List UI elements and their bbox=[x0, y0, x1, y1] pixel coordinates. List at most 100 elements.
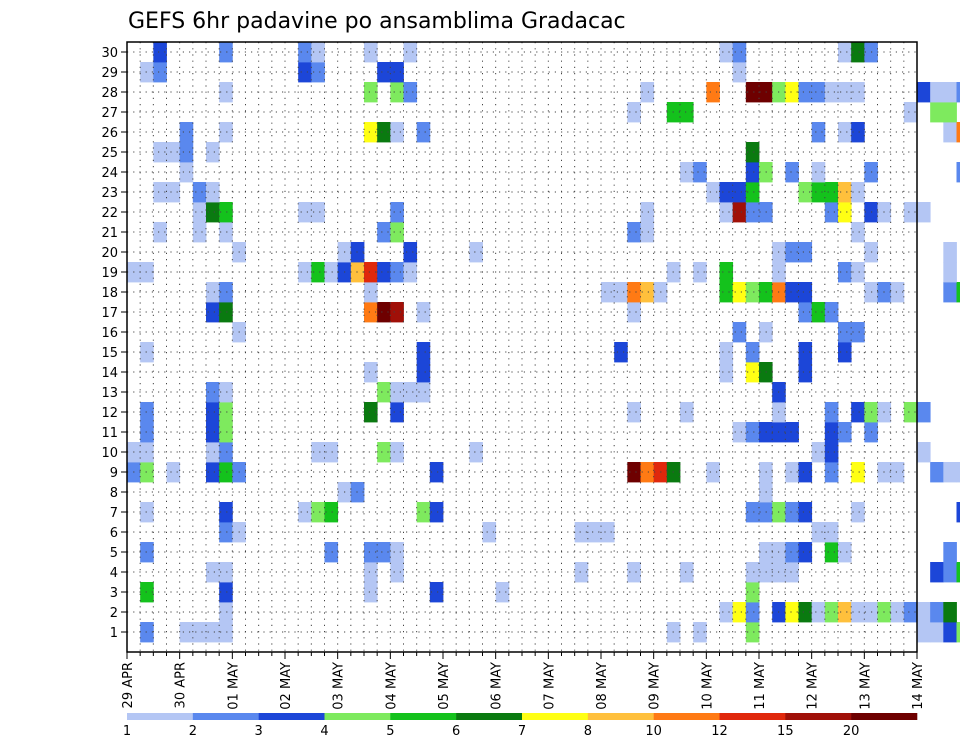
heatmap-cell bbox=[614, 282, 628, 303]
heatmap-cell bbox=[324, 502, 339, 523]
heatmap-cell bbox=[811, 122, 826, 143]
heatmap-cell bbox=[943, 242, 957, 263]
heatmap-cell bbox=[219, 122, 233, 143]
heatmap-cell bbox=[917, 602, 931, 623]
heatmap-cell bbox=[956, 282, 960, 303]
heatmap-cell bbox=[601, 282, 615, 303]
heatmap-cell bbox=[732, 602, 747, 623]
heatmap-cell bbox=[745, 602, 760, 623]
colorbar-label: 3 bbox=[255, 724, 263, 739]
heatmap-cell bbox=[824, 602, 839, 623]
heatmap-cell bbox=[311, 202, 325, 223]
heatmap-cell bbox=[838, 202, 852, 223]
heatmap-cell bbox=[785, 502, 799, 523]
heatmap-cell bbox=[574, 562, 589, 583]
y-tick-label: 27 bbox=[101, 106, 118, 121]
heatmap-cell bbox=[785, 542, 799, 563]
colorbar-swatch bbox=[127, 713, 194, 720]
heatmap-cell bbox=[706, 82, 720, 103]
y-tick-label: 23 bbox=[101, 186, 118, 201]
heatmap-cell bbox=[140, 542, 154, 563]
heatmap-cell bbox=[219, 202, 233, 223]
heatmap-cell bbox=[680, 402, 694, 423]
heatmap-cell bbox=[219, 462, 233, 483]
heatmap-cell bbox=[798, 242, 813, 263]
heatmap-cell bbox=[838, 122, 852, 143]
heatmap-cell bbox=[377, 62, 391, 83]
heatmap-cell bbox=[706, 182, 720, 203]
heatmap-cell bbox=[706, 462, 720, 483]
heatmap-cell bbox=[693, 622, 707, 643]
heatmap-cell bbox=[192, 202, 207, 223]
heatmap-cell bbox=[206, 462, 220, 483]
heatmap-cell bbox=[469, 242, 483, 263]
heatmap-cell bbox=[206, 382, 220, 403]
colorbar-swatch bbox=[324, 713, 391, 720]
heatmap-cell bbox=[219, 82, 233, 103]
heatmap-cell bbox=[745, 562, 760, 583]
heatmap-cell bbox=[495, 582, 510, 603]
heatmap-cell bbox=[824, 542, 839, 563]
colorbar-swatch bbox=[192, 713, 259, 720]
heatmap-cell bbox=[429, 582, 444, 603]
heatmap-cell bbox=[140, 582, 154, 603]
heatmap-cell bbox=[785, 562, 799, 583]
x-tick-label: 06 MAY bbox=[490, 662, 505, 710]
heatmap-cell bbox=[206, 202, 220, 223]
heatmap-cell bbox=[838, 422, 852, 443]
heatmap-cell bbox=[732, 282, 747, 303]
heatmap-cell bbox=[851, 122, 865, 143]
heatmap-cell bbox=[311, 262, 325, 283]
heatmap-cell bbox=[574, 522, 589, 543]
colorbar-swatch bbox=[719, 713, 786, 720]
heatmap-cell bbox=[851, 502, 865, 523]
x-tick-label: 07 MAY bbox=[542, 662, 557, 710]
heatmap-cell bbox=[798, 282, 813, 303]
heatmap-cell bbox=[745, 342, 760, 363]
heatmap-cell bbox=[798, 502, 813, 523]
colorbar-label: 12 bbox=[711, 724, 728, 739]
heatmap-cell bbox=[785, 82, 799, 103]
heatmap-cell bbox=[719, 362, 734, 383]
heatmap-cell bbox=[140, 462, 154, 483]
colorbar-label: 4 bbox=[320, 724, 328, 739]
heatmap-cell bbox=[390, 122, 404, 143]
heatmap-cell bbox=[219, 622, 233, 643]
x-tick-label: 11 MAY bbox=[753, 662, 768, 710]
heatmap-cell bbox=[851, 262, 865, 283]
x-tick-label: 01 MAY bbox=[226, 662, 241, 710]
y-tick-label: 19 bbox=[101, 266, 118, 281]
colorbar: 1 2 3 4 5 6 7 8 10 12 15 20 bbox=[123, 713, 918, 739]
heatmap-cell bbox=[640, 82, 655, 103]
heatmap-cell bbox=[811, 602, 826, 623]
colorbar-swatch bbox=[851, 713, 918, 720]
heatmap-cell bbox=[179, 622, 194, 643]
heatmap-cell bbox=[917, 622, 931, 643]
heatmap-cell bbox=[930, 82, 944, 103]
heatmap-cell bbox=[798, 342, 813, 363]
colorbar-label: 7 bbox=[518, 724, 526, 739]
heatmap-cell bbox=[377, 542, 391, 563]
y-tick-label: 3 bbox=[110, 586, 118, 601]
heatmap-cell bbox=[219, 282, 233, 303]
heatmap-cell bbox=[206, 562, 220, 583]
heatmap-cell bbox=[206, 142, 220, 163]
heatmap-cell bbox=[219, 42, 233, 63]
heatmap-cell bbox=[930, 102, 944, 123]
x-tick-label: 30 APR bbox=[174, 662, 189, 708]
chart-title: GEFS 6hr padavine po ansamblima Gradacac bbox=[128, 9, 626, 34]
heatmap-cell bbox=[732, 42, 747, 63]
heatmap-cell bbox=[219, 562, 233, 583]
heatmap-cell bbox=[390, 202, 404, 223]
heatmap-cell bbox=[324, 442, 339, 463]
heatmap-cell bbox=[219, 502, 233, 523]
heatmap-cell bbox=[824, 182, 839, 203]
heatmap-cell bbox=[851, 402, 865, 423]
heatmap-cell bbox=[745, 502, 760, 523]
heatmap-cell bbox=[192, 622, 207, 643]
heatmap-cell bbox=[719, 602, 734, 623]
heatmap-cell bbox=[785, 282, 799, 303]
y-tick-label: 9 bbox=[110, 466, 118, 481]
colorbar-label: 10 bbox=[645, 724, 662, 739]
